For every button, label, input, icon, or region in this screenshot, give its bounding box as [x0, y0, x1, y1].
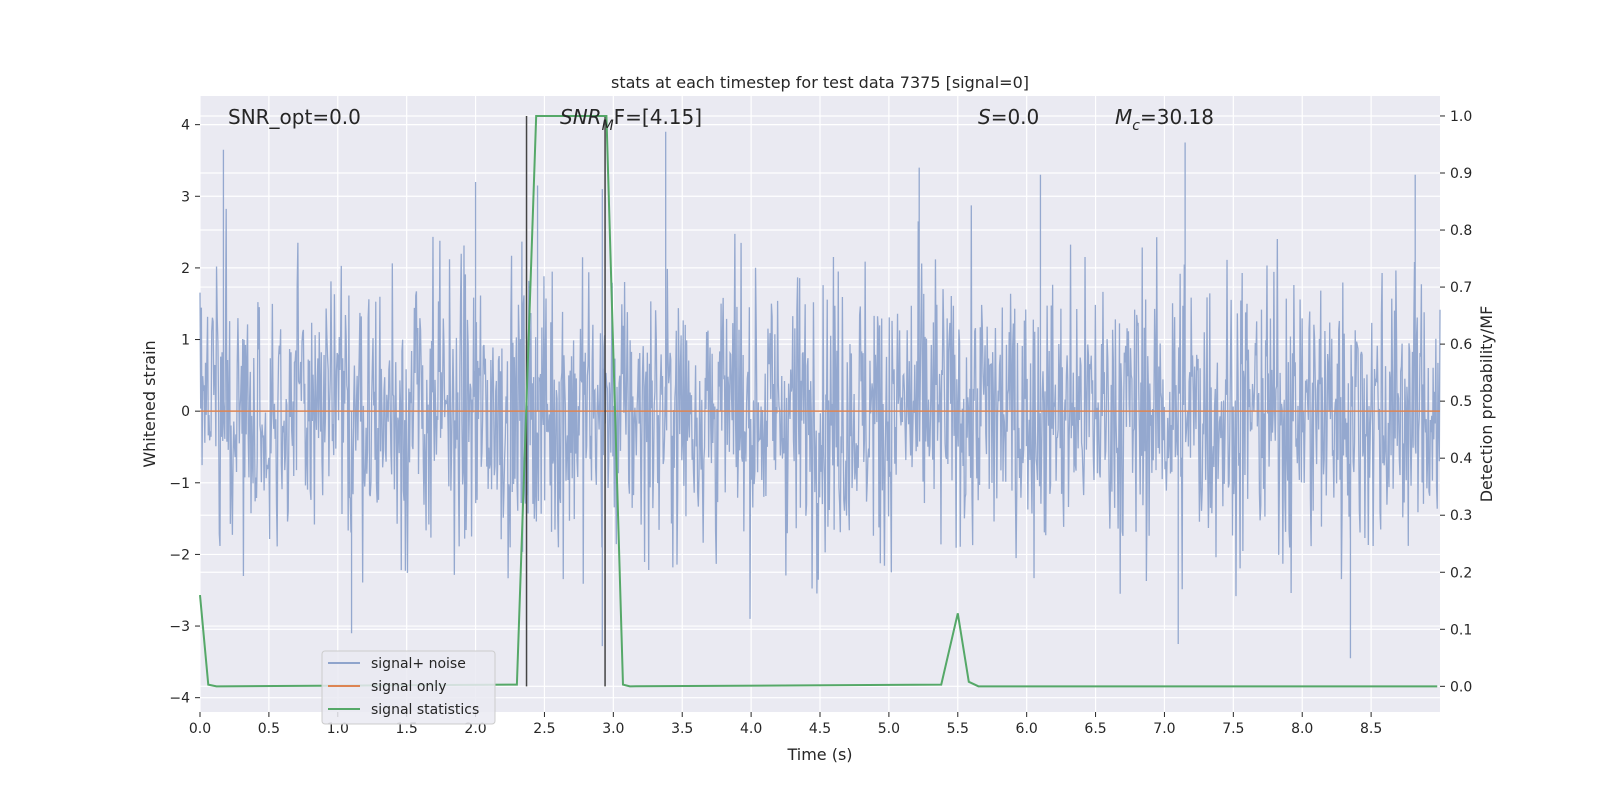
- yr-tick-label-8: 0.8: [1450, 223, 1472, 239]
- yr-tick-label-2: 0.2: [1450, 565, 1472, 581]
- x-tick-label-3: 1.5: [396, 721, 418, 737]
- y-left-axis-label: Whitened strain: [140, 340, 159, 467]
- legend: signal+ noise signal only signal statist…: [321, 650, 496, 725]
- annotation-snr-mf: SNRMF=[4.15]: [560, 105, 702, 134]
- series-signal-noise: [199, 131, 1441, 659]
- annotation-snr-mf-main: SNR: [560, 105, 602, 129]
- annotation-s: S=0.0: [978, 105, 1039, 129]
- annotation-mc-main: M: [1115, 105, 1132, 129]
- annotation-mc: Mc=30.18: [1115, 105, 1214, 134]
- x-tick-label-15: 7.5: [1222, 721, 1244, 737]
- annotation-snr-mf-rest: F=[4.15]: [614, 105, 702, 129]
- yl-tick-label-4: 0: [181, 404, 190, 420]
- legend-label-signal-noise: signal+ noise: [371, 656, 466, 672]
- yl-tick-label-3: −1: [169, 476, 190, 492]
- x-tick-label-16: 8.0: [1291, 721, 1313, 737]
- annotation-s-main: S: [978, 105, 991, 129]
- x-tick-label-10: 5.0: [878, 721, 900, 737]
- yr-tick-label-5: 0.5: [1450, 394, 1472, 410]
- yl-tick-label-2: −2: [169, 547, 190, 563]
- yl-tick-label-6: 2: [181, 261, 190, 277]
- y-right-axis-ticks: 0.0 0.1 0.2 0.3 0.4 0.5 0.6 0.7 0.8 0.9 1.0: [1440, 109, 1472, 695]
- annotation-s-rest: =0.0: [991, 105, 1040, 129]
- signal-noise-line: [199, 131, 1441, 659]
- x-tick-label-12: 6.0: [1016, 721, 1038, 737]
- x-tick-label-0: 0.0: [189, 721, 211, 737]
- yl-tick-label-5: 1: [181, 333, 190, 349]
- x-tick-label-1: 0.5: [258, 721, 280, 737]
- chart-title: stats at each timestep for test data 737…: [611, 73, 1029, 92]
- x-tick-label-17: 8.5: [1360, 721, 1382, 737]
- yr-tick-label-6: 0.6: [1450, 337, 1472, 353]
- yr-tick-label-4: 0.4: [1450, 451, 1472, 467]
- x-tick-label-8: 4.0: [740, 721, 762, 737]
- x-tick-label-7: 3.5: [671, 721, 693, 737]
- yl-tick-label-7: 3: [181, 189, 190, 205]
- x-tick-label-5: 2.5: [533, 721, 555, 737]
- yl-tick-label-0: −4: [169, 691, 190, 707]
- yr-tick-label-10: 1.0: [1450, 109, 1472, 125]
- legend-label-signal-statistics: signal statistics: [371, 702, 479, 718]
- yl-tick-label-1: −3: [169, 619, 190, 635]
- x-tick-label-9: 4.5: [809, 721, 831, 737]
- legend-label-signal-only: signal only: [371, 679, 446, 695]
- series-signal-statistics: [199, 114, 1438, 688]
- annotation-mc-rest: =30.18: [1140, 105, 1214, 129]
- annotation-mc-sub: c: [1132, 118, 1140, 134]
- x-tick-label-4: 2.0: [464, 721, 486, 737]
- yl-tick-label-8: 4: [181, 118, 190, 134]
- yr-tick-label-0: 0.0: [1450, 679, 1472, 695]
- y-left-axis-ticks: −4 −3 −2 −1 0 1 2 3 4: [169, 118, 200, 707]
- annotation-snr-mf-sub: M: [602, 118, 614, 134]
- x-tick-label-14: 7.0: [1153, 721, 1175, 737]
- x-axis-ticks: 0.0 0.5 1.0 1.5 2.0 2.5 3.0 3.5 4.0 4.5 5.0 5.5 6.0 6…: [189, 712, 1382, 737]
- yr-tick-label-7: 0.7: [1450, 280, 1472, 296]
- yr-tick-label-9: 0.9: [1450, 166, 1472, 182]
- x-tick-label-6: 3.0: [602, 721, 624, 737]
- yr-tick-label-1: 0.1: [1450, 622, 1472, 638]
- x-tick-label-13: 6.5: [1084, 721, 1106, 737]
- legend-box: [321, 650, 496, 725]
- yr-tick-label-3: 0.3: [1450, 508, 1472, 524]
- x-tick-label-2: 1.0: [327, 721, 349, 737]
- annotation-snr-opt: SNR_opt=0.0: [228, 105, 361, 129]
- signal-statistics-line: [199, 114, 1438, 688]
- y-right-axis-label: Detection probability/MF: [1477, 306, 1496, 503]
- x-axis-label: Time (s): [786, 745, 852, 764]
- x-tick-label-11: 5.5: [947, 721, 969, 737]
